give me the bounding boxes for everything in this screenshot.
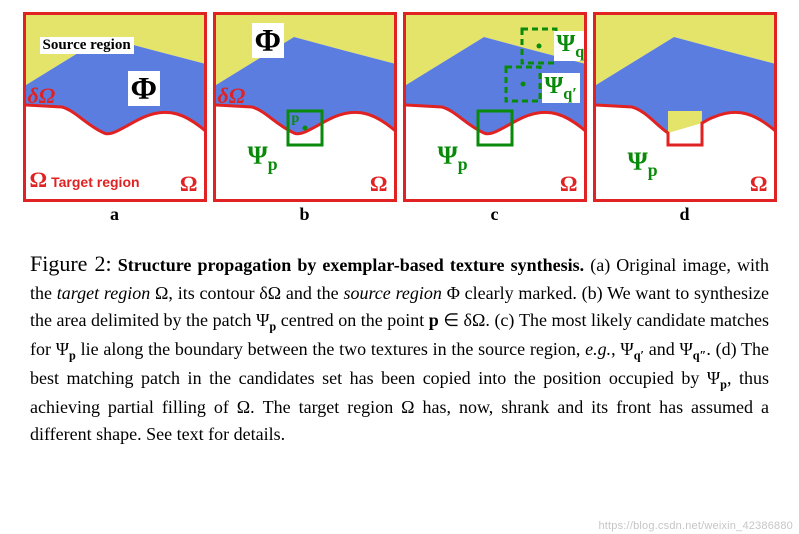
- figure-wrap: Source region Φ δΩ Ω Target region Ω a: [0, 0, 799, 460]
- omega-corner-b: Ω: [370, 171, 388, 197]
- panel-letter-a: a: [23, 204, 207, 225]
- omega-corner-c: Ω: [560, 171, 578, 197]
- panel-col-b: Φ δΩ Ψp p Ω b: [213, 12, 397, 225]
- panel-letter-d: d: [593, 204, 777, 225]
- panel-letter-c: c: [403, 204, 587, 225]
- psi-q1-sym: Ψ: [545, 73, 564, 99]
- cap-mid7: and Ψ: [644, 339, 693, 359]
- panel-col-c: Ψp Ψq′ Ψq″ Ω c: [403, 12, 587, 225]
- psi-p-label-b: Ψp: [248, 141, 278, 175]
- psi-q2-label: Ψq″: [554, 31, 587, 61]
- psi-p-sym-d: Ψ: [628, 147, 648, 176]
- omega-corner-a: Ω: [180, 171, 198, 197]
- psi-p-sub-d: p: [648, 160, 658, 180]
- panel-c: Ψp Ψq′ Ψq″ Ω: [403, 12, 587, 202]
- cap-ital2: source region: [343, 283, 441, 303]
- phi-symbol: Φ: [128, 71, 161, 106]
- cap-sub-p3: p: [720, 377, 727, 391]
- psi-q1-sub: q′: [563, 84, 577, 103]
- figure-caption: Figure 2: Structure propagation by exemp…: [12, 233, 787, 448]
- omega-corner-d: Ω: [750, 171, 768, 197]
- target-region-label: Target region: [51, 174, 139, 190]
- cap-ital1: target region: [57, 283, 150, 303]
- psi-p-sub: p: [268, 154, 278, 174]
- psi-p-sym: Ψ: [248, 141, 268, 170]
- panel-b: Φ δΩ Ψp p Ω: [213, 12, 397, 202]
- cap-mid3: centred on the point: [276, 310, 429, 330]
- delta-omega-label-b: δΩ: [218, 83, 246, 109]
- cap-mid1: Ω, its contour δΩ and the: [150, 283, 343, 303]
- delta-omega-label: δΩ: [28, 83, 56, 109]
- panel-col-a: Source region Φ δΩ Ω Target region Ω a: [23, 12, 207, 225]
- cap-eg: e.g.: [585, 339, 611, 359]
- psi-p-sym-c: Ψ: [438, 141, 458, 170]
- omega-target-label: Ω Target region: [30, 167, 140, 193]
- cap-sub-q2: q″: [693, 349, 707, 363]
- caption-title: Structure propagation by exemplar-based …: [118, 255, 584, 275]
- panel-d: Ψp Ω: [593, 12, 777, 202]
- psi-p-sub-c: p: [458, 154, 468, 174]
- cap-mid6: , Ψ: [611, 339, 634, 359]
- caption-lead: Figure 2:: [30, 251, 112, 276]
- psi-q1-label: Ψq′: [542, 73, 580, 103]
- panel-row: Source region Φ δΩ Ω Target region Ω a: [12, 12, 787, 225]
- panel-col-d: Ψp Ω d: [593, 12, 777, 225]
- psi-p-label-c: Ψp: [438, 141, 468, 175]
- panel-letter-b: b: [213, 204, 397, 225]
- cap-bold-p: p: [429, 310, 439, 330]
- watermark: https://blog.csdn.net/weixin_42386880: [598, 520, 793, 532]
- psi-p-label-d: Ψp: [628, 147, 658, 181]
- psi-q2-sub: q″: [575, 42, 586, 61]
- cap-sub-q1: q′: [634, 349, 644, 363]
- cap-sub-p2: p: [69, 349, 76, 363]
- source-region-label: Source region: [40, 37, 134, 54]
- psi-q2-sym: Ψ: [557, 31, 576, 57]
- point-p-label: p: [292, 111, 300, 127]
- cap-mid5: lie along the boundary between the two t…: [76, 339, 585, 359]
- phi-symbol-b: Φ: [252, 23, 285, 58]
- panel-a: Source region Φ δΩ Ω Target region Ω: [23, 12, 207, 202]
- omega-big: Ω: [30, 167, 48, 192]
